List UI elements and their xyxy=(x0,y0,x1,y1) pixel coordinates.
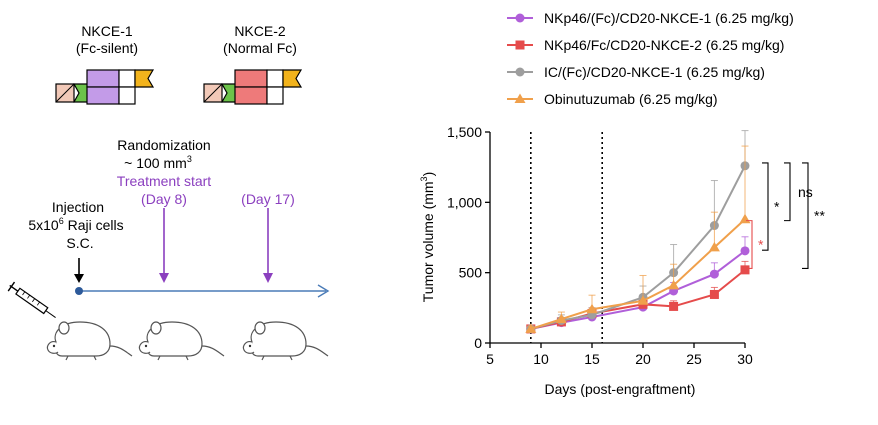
construct-1-name: NKCE-1 xyxy=(81,23,133,39)
data-point xyxy=(709,289,719,299)
chart-axes: 0 500 1,000 1,500 5 10 15 20 25 30 xyxy=(447,124,753,367)
data-point xyxy=(740,265,750,275)
bracket-line xyxy=(802,162,809,269)
x-tick-label: 20 xyxy=(635,351,651,367)
bracket-line xyxy=(784,162,791,222)
legend-entry: NKp46/Fc/CD20-NKCE-2 (6.25 mg/kg) xyxy=(507,37,784,53)
legend-marker xyxy=(515,13,525,23)
x-tick-label: 25 xyxy=(686,351,702,367)
day8-arrow xyxy=(159,208,169,283)
significance-brackets: ns**** xyxy=(746,162,825,269)
y-axis-label: Tumor volume (mm3) xyxy=(419,172,436,303)
x-axis-label: Days (post-engraftment) xyxy=(545,381,696,397)
fc-domain-1a xyxy=(86,69,120,88)
randomization-label: Randomization xyxy=(117,137,210,153)
y-tick-label: 0 xyxy=(474,335,482,351)
chart-plot-area xyxy=(525,130,751,343)
data-point xyxy=(740,246,750,256)
significance-label: ns xyxy=(798,184,813,200)
x-tick-label: 5 xyxy=(486,351,494,367)
y-tick-label: 1,000 xyxy=(447,194,482,210)
construct-2-subtitle: (Normal Fc) xyxy=(223,40,297,56)
legend-label: Obinutuzumab (6.25 mg/kg) xyxy=(544,91,718,107)
data-point xyxy=(637,295,649,305)
schematic: NKCE-1 (Fc-silent) NKCE-2 (Normal Fc) Ra xyxy=(7,23,330,361)
x-tick-label: 10 xyxy=(533,351,549,367)
data-point xyxy=(668,279,680,290)
data-point xyxy=(555,313,567,324)
legend-label: IC/(Fc)/CD20-NKCE-1 (6.25 mg/kg) xyxy=(544,64,765,80)
injection-label: Injection xyxy=(52,199,104,215)
significance-bracket: ** xyxy=(802,162,825,269)
series-4 xyxy=(525,145,751,333)
syringe-icon xyxy=(7,281,56,318)
timeline xyxy=(75,284,330,298)
fc-domain-2b xyxy=(234,86,268,105)
fc-domain-2a xyxy=(234,69,268,88)
legend-label: NKp46/Fc/CD20-NKCE-2 (6.25 mg/kg) xyxy=(544,37,784,53)
data-point xyxy=(708,241,720,252)
legend-marker xyxy=(514,93,526,103)
legend-entry: Obinutuzumab (6.25 mg/kg) xyxy=(507,91,718,107)
bracket-line xyxy=(746,220,753,269)
data-point xyxy=(525,323,537,333)
legend-marker xyxy=(515,67,525,77)
construct-1-diagram xyxy=(55,69,155,105)
series-3 xyxy=(526,130,750,334)
x-tick-label: 15 xyxy=(584,351,600,367)
construct-1-subtitle: (Fc-silent) xyxy=(76,40,138,56)
bracket-line xyxy=(762,162,769,251)
y-tick-label: 1,500 xyxy=(447,124,482,140)
chart-legend: NKp46/(Fc)/CD20-NKCE-1 (6.25 mg/kg) NKp46… xyxy=(507,10,794,107)
y-tick-label: 500 xyxy=(459,265,483,281)
day17-arrow xyxy=(263,208,273,283)
day8-label: (Day 8) xyxy=(141,191,187,207)
significance-bracket: * xyxy=(746,220,764,269)
treatment-start-label: Treatment start xyxy=(117,173,212,189)
data-point xyxy=(586,303,598,314)
injection-arrow xyxy=(74,258,84,283)
injection-point xyxy=(75,287,83,295)
randomization-volume: ~ 100 mm3 xyxy=(124,154,192,171)
construct-2-name: NKCE-2 xyxy=(234,23,286,39)
fc-domain-1b xyxy=(86,86,120,105)
cells-label: 5x106 Raji cells xyxy=(28,216,123,233)
legend-entry: NKp46/(Fc)/CD20-NKCE-1 (6.25 mg/kg) xyxy=(507,10,794,26)
construct-2-diagram xyxy=(203,69,303,105)
mouse-icon xyxy=(138,321,225,361)
route-label: S.C. xyxy=(66,235,93,251)
linker-domain-1 xyxy=(118,69,136,88)
significance-label: * xyxy=(774,199,780,215)
legend-marker xyxy=(515,40,525,50)
cd20-domain-1 xyxy=(134,69,155,88)
significance-label: * xyxy=(758,237,764,253)
data-point xyxy=(669,301,679,311)
significance-bracket: * xyxy=(762,162,780,251)
legend-label: NKp46/(Fc)/CD20-NKCE-1 (6.25 mg/kg) xyxy=(544,10,794,26)
significance-bracket: ns xyxy=(784,162,813,222)
mouse-icon xyxy=(242,321,329,361)
x-tick-label: 30 xyxy=(737,351,753,367)
day17-label: (Day 17) xyxy=(241,191,295,207)
legend-entry: IC/(Fc)/CD20-NKCE-1 (6.25 mg/kg) xyxy=(507,64,765,80)
mouse-icon xyxy=(46,321,133,361)
data-point xyxy=(709,269,719,279)
data-point xyxy=(739,213,751,224)
significance-label: ** xyxy=(814,208,825,224)
